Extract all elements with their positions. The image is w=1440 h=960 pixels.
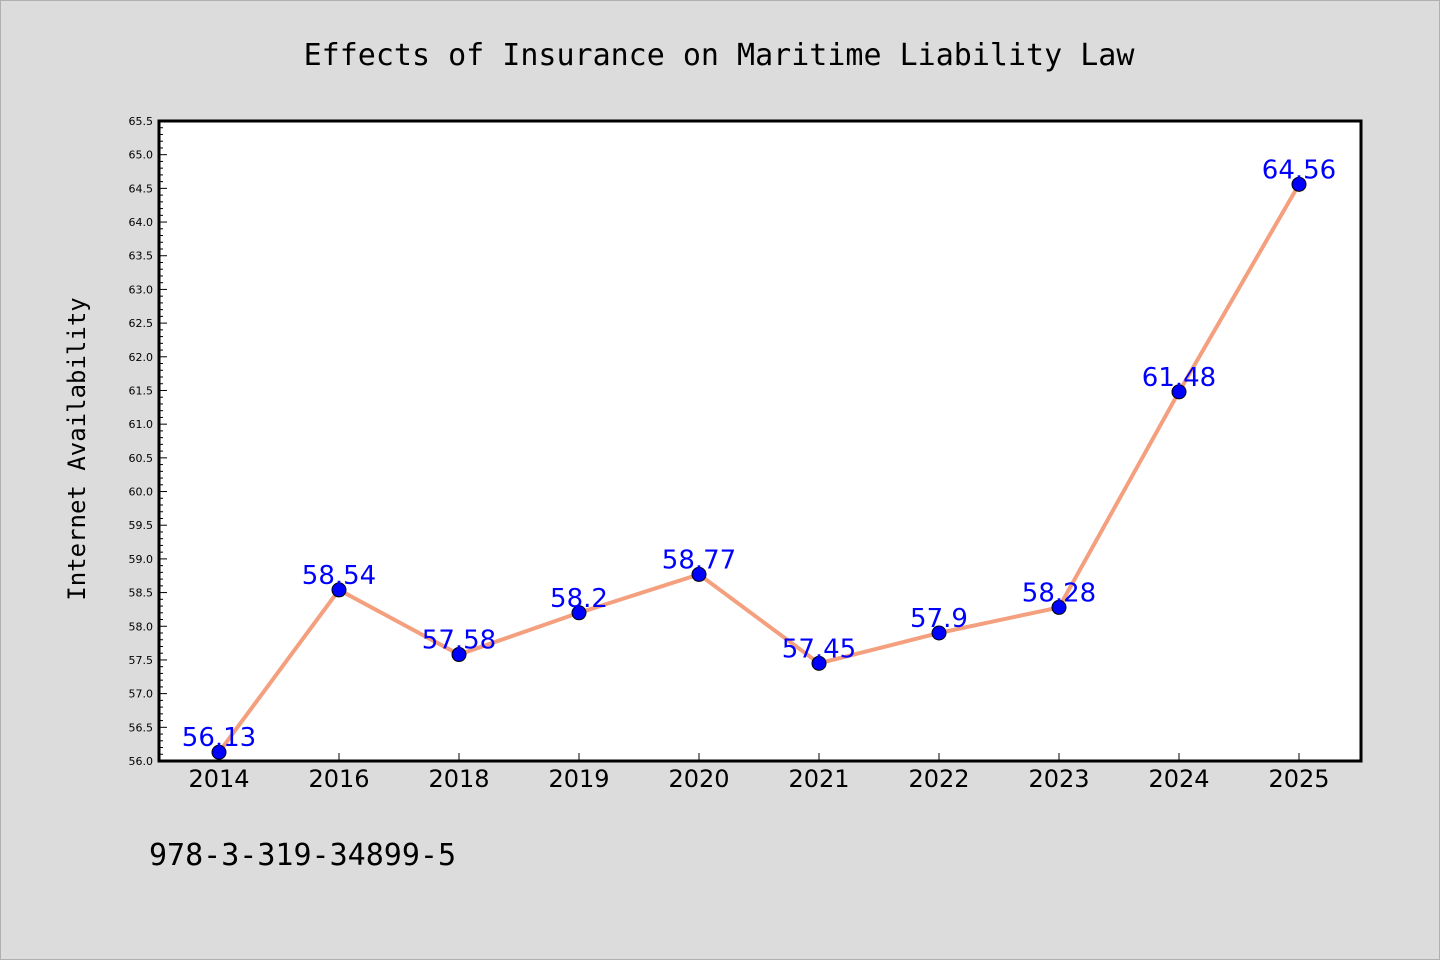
x-axis-ticks: 2014 2016 2018 2019 2020 2021 2022 2023 2024 2025	[188, 753, 1330, 793]
data-point	[571, 605, 587, 621]
data-label: 58.28	[1022, 578, 1096, 608]
y-tick-label: 64.5	[129, 182, 154, 195]
data-point	[331, 582, 347, 598]
isbn-label: 978-3-319-34899-5	[149, 838, 456, 873]
x-tick-label: 2016	[308, 765, 369, 793]
plot-area	[157, 119, 1363, 763]
y-tick-label: 61.0	[129, 418, 154, 431]
data-label: 57.58	[422, 626, 496, 656]
x-tick-label: 2025	[1268, 765, 1329, 793]
data-label: 58.2	[550, 584, 608, 614]
x-tick-label: 2019	[548, 765, 609, 793]
x-tick-label: 2022	[908, 765, 969, 793]
y-tick-label: 65.5	[129, 115, 154, 128]
data-point	[211, 744, 227, 760]
series-points	[211, 176, 1307, 760]
y-tick-label: 61.5	[129, 384, 154, 397]
y-tick-label: 59.0	[129, 553, 154, 566]
y-tick-label: 60.5	[129, 452, 154, 465]
y-tick-label: 65.0	[129, 149, 154, 162]
data-label: 58.54	[302, 561, 376, 591]
y-tick-label: 62.0	[129, 351, 154, 364]
data-point	[1171, 384, 1187, 400]
data-label: 57.45	[782, 634, 856, 664]
y-tick-label: 58.0	[129, 620, 154, 633]
y-axis-label: Internet Availability	[63, 297, 91, 600]
x-tick-label: 2014	[188, 765, 249, 793]
data-label: 57.9	[910, 604, 968, 634]
data-label: 61.48	[1142, 363, 1216, 393]
data-labels: 56.13 58.54 57.58 58.2 58.77 57.45 57.9 58.28 61…	[182, 155, 1336, 753]
y-tick-label: 57.5	[129, 654, 154, 667]
y-tick-label: 56.5	[129, 721, 154, 734]
y-tick-label: 58.5	[129, 587, 154, 600]
data-point	[1291, 176, 1307, 192]
data-label: 64.56	[1262, 155, 1336, 185]
x-tick-label: 2021	[788, 765, 849, 793]
y-tick-label: 57.0	[129, 688, 154, 701]
y-tick-label: 63.0	[129, 283, 154, 296]
y-tick-label: 56.0	[129, 755, 154, 768]
data-point	[1051, 599, 1067, 615]
x-tick-label: 2024	[1148, 765, 1209, 793]
y-tick-label: 63.5	[129, 250, 154, 263]
x-tick-label: 2018	[428, 765, 489, 793]
y-tick-label: 64.0	[129, 216, 154, 229]
chart-title: Effects of Insurance on Maritime Liabili…	[304, 38, 1136, 73]
series-line	[217, 183, 1301, 754]
data-point	[811, 655, 827, 671]
data-label: 58.77	[662, 545, 736, 575]
x-tick-label: 2023	[1028, 765, 1089, 793]
data-point	[931, 625, 947, 641]
series-lines	[217, 183, 1301, 754]
x-tick-label: 2020	[668, 765, 729, 793]
y-axis-ticks: 56.0 56.5 57.0 57.5 58.0 58.5 59.0 59.5 60.0 60.5…	[129, 115, 167, 768]
y-tick-label: 59.5	[129, 519, 154, 532]
y-tick-label: 60.0	[129, 486, 154, 499]
data-label: 56.13	[182, 723, 256, 753]
y-tick-label: 62.5	[129, 317, 154, 330]
data-point	[451, 647, 467, 663]
data-point	[691, 566, 707, 582]
